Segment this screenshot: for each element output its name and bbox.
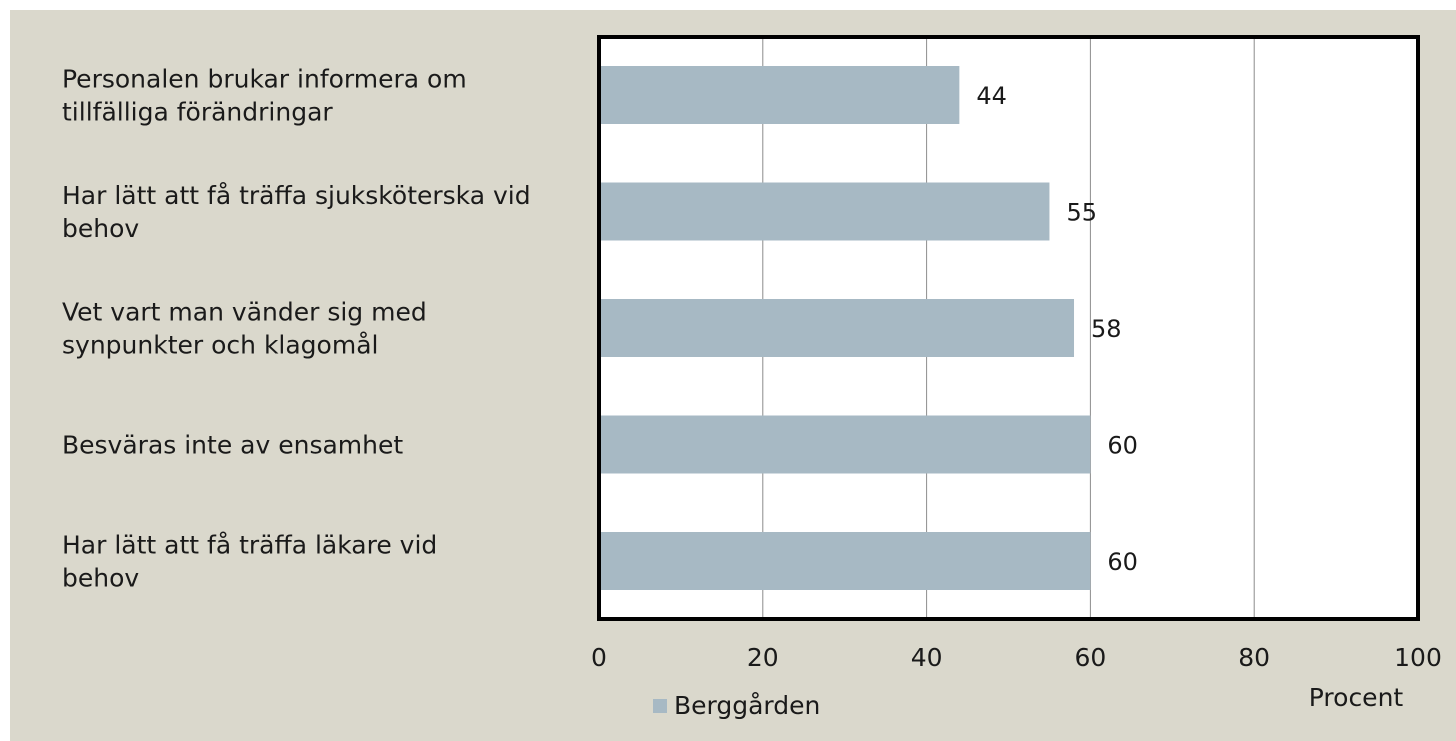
category-label: Har lätt att få träffa sjuksköterska vid…: [62, 181, 531, 243]
x-tick-label: 60: [1074, 643, 1106, 672]
bar: [599, 415, 1091, 474]
bar: [599, 532, 1091, 590]
x-tick-label: 80: [1238, 643, 1270, 672]
data-label: 55: [1066, 199, 1097, 227]
x-tick-label: 100: [1394, 643, 1442, 672]
x-tick-label: 0: [591, 643, 607, 672]
category-label: Besväras inte av ensamhet: [62, 431, 403, 460]
data-label: 60: [1107, 432, 1138, 460]
category-label: Vet vart man vänder sig med synpunkter oc…: [62, 298, 427, 360]
data-label: 44: [976, 82, 1007, 110]
category-label: Personalen brukar informera om tillfällig…: [62, 65, 467, 127]
data-label: 60: [1107, 548, 1138, 576]
category-label: Har lätt att få träffa läkare vid behov: [62, 531, 437, 593]
plot-frame: [597, 35, 1420, 621]
data-label: 58: [1091, 315, 1122, 343]
bar: [599, 182, 1050, 241]
bar: [599, 66, 960, 124]
legend-swatch: [653, 699, 667, 713]
bar: [599, 299, 1075, 357]
x-axis-title: Procent: [1309, 683, 1404, 712]
x-tick-label: 20: [747, 643, 779, 672]
legend-label: Berggården: [674, 691, 820, 720]
x-tick-label: 40: [911, 643, 943, 672]
